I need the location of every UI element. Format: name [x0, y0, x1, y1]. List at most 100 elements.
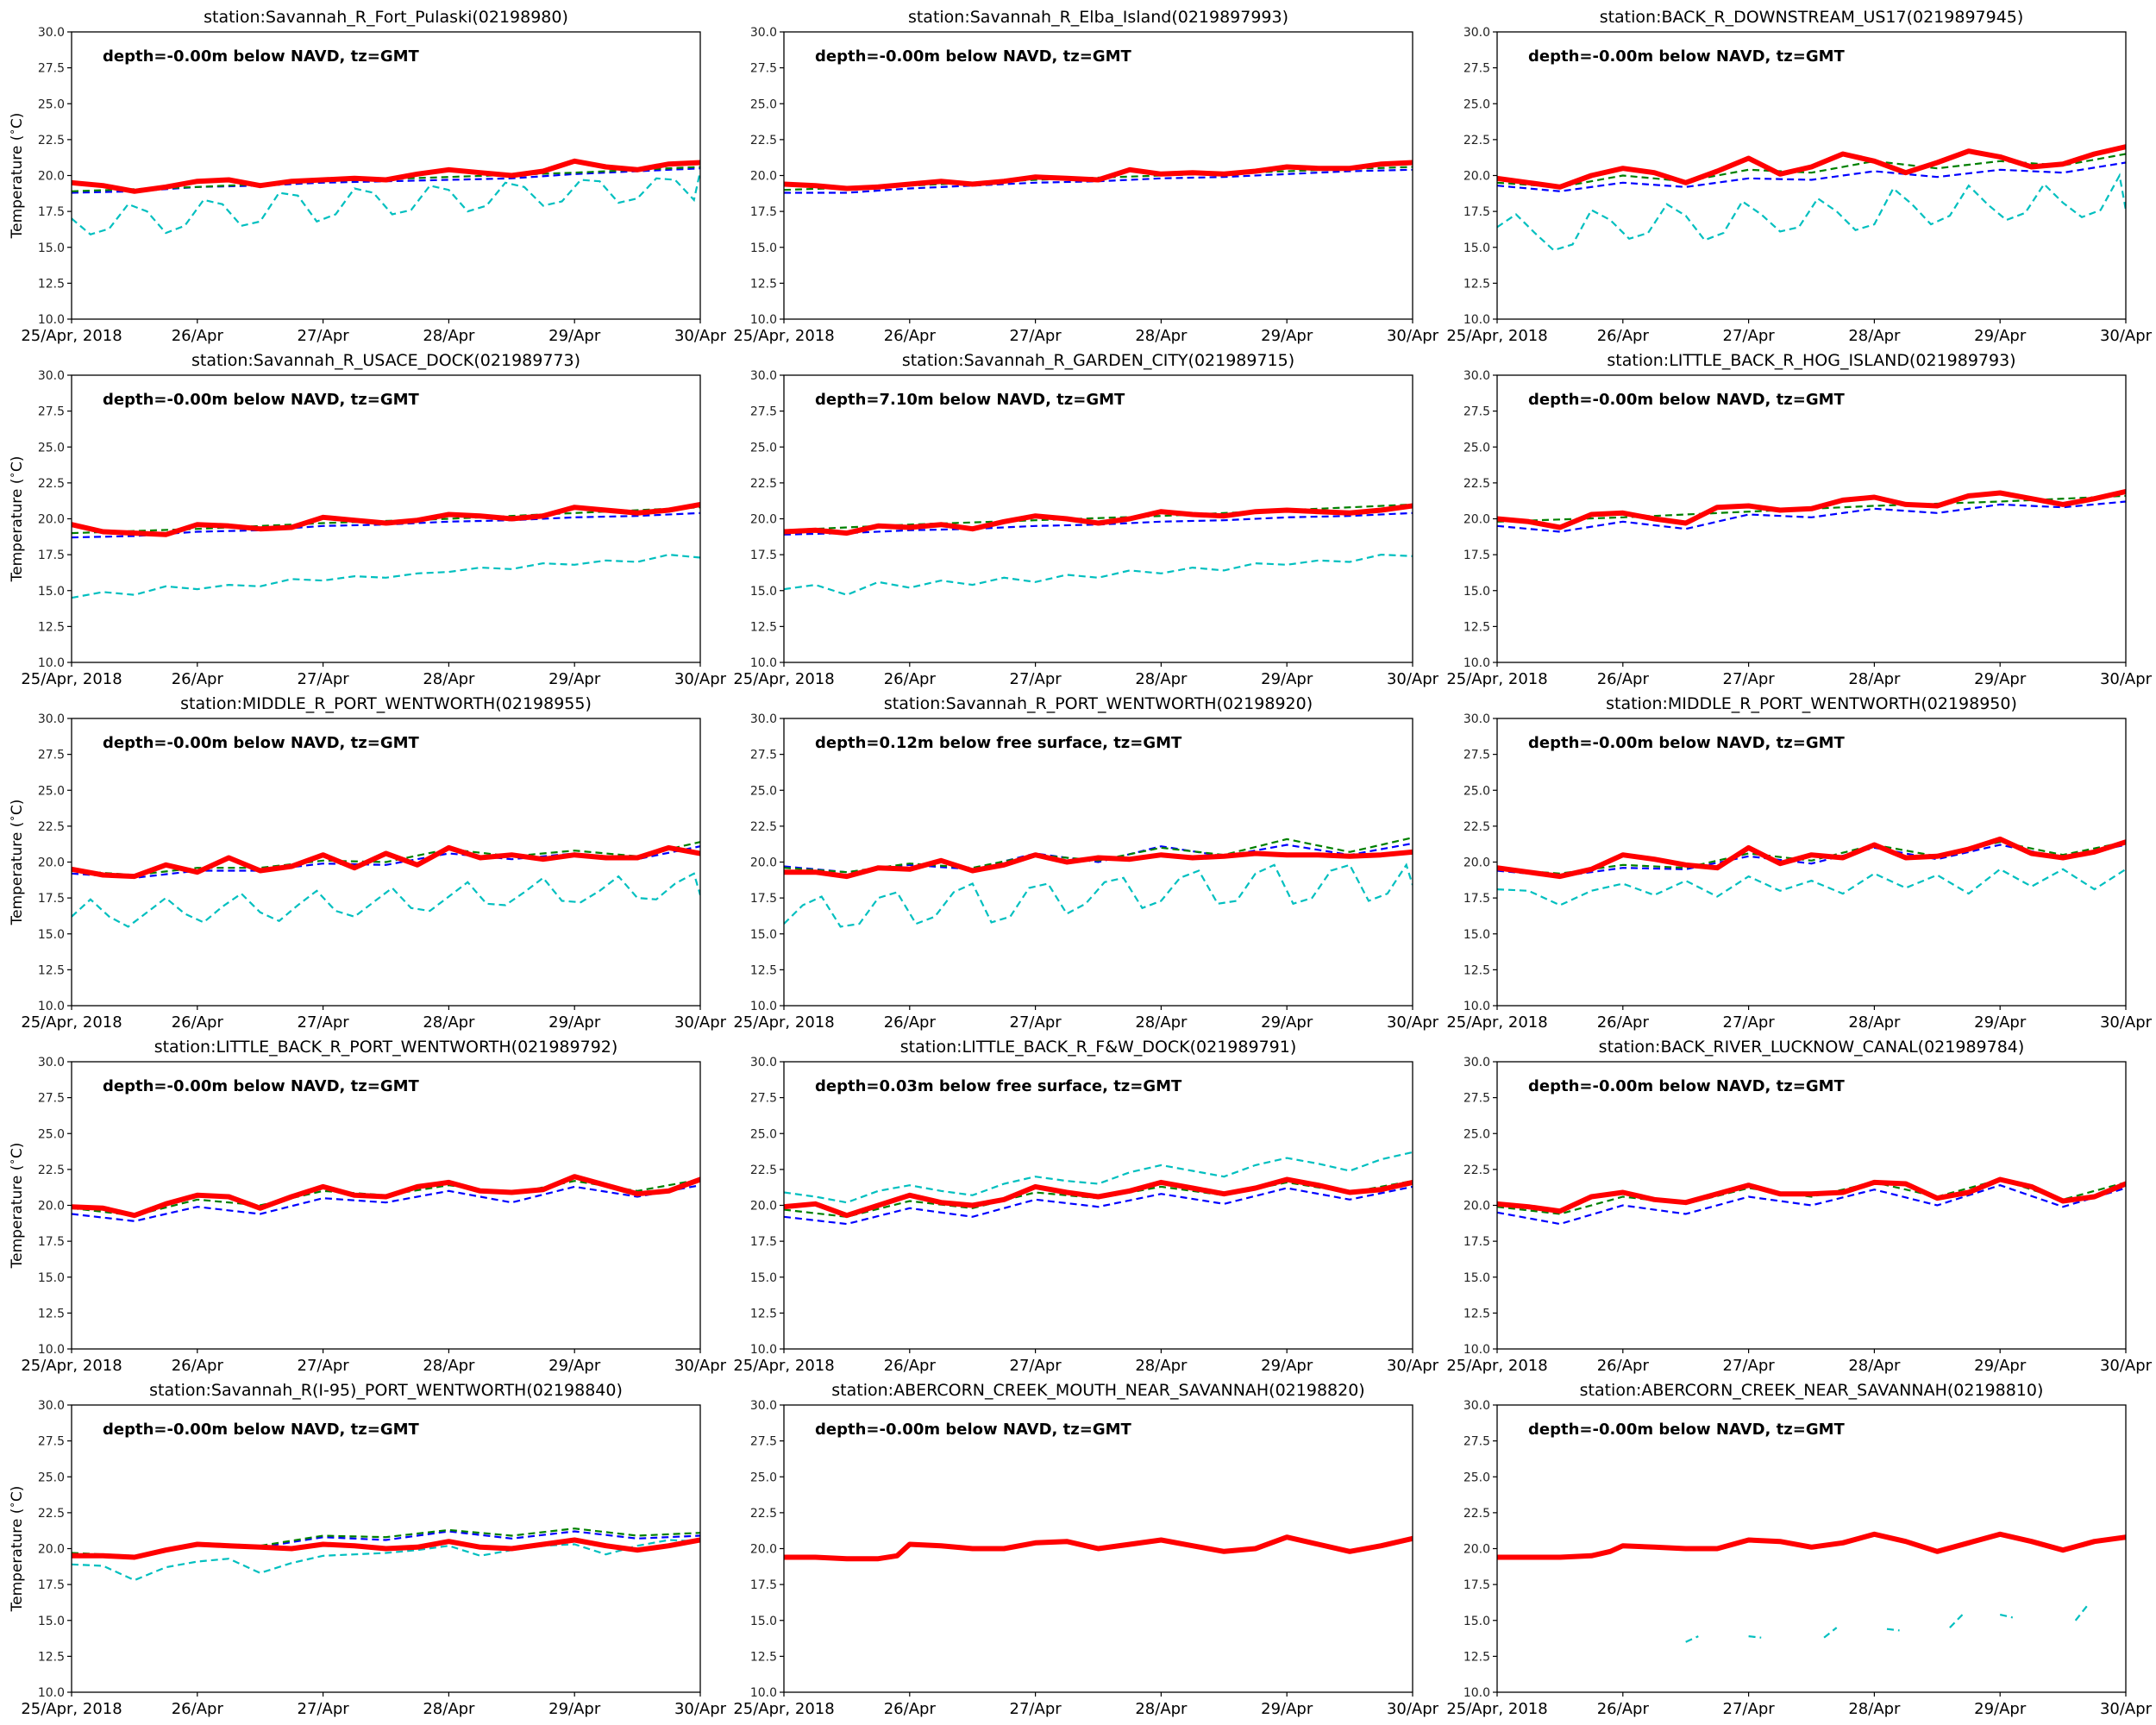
y-tick-label: 17.5 — [750, 892, 777, 906]
y-axis-label: Temperature (∘C) — [6, 800, 26, 926]
y-tick-label: 25.0 — [750, 784, 777, 798]
x-tick-label: 25/Apr, 2018 — [21, 1700, 122, 1718]
y-tick-label: 25.0 — [38, 97, 65, 111]
y-tick-label: 20.0 — [1463, 170, 1490, 184]
y-tick-label: 27.5 — [1463, 749, 1490, 762]
x-tick-label: 30/Apr — [2100, 1357, 2153, 1375]
depth-annotation: depth=-0.00m below NAVD, tz=GMT — [815, 1421, 1132, 1439]
depth-annotation: depth=0.03m below free surface, tz=GMT — [815, 1077, 1182, 1095]
x-tick-label: 29/Apr — [1974, 670, 2027, 688]
chart-panel-5: station:LITTLE_BACK_R_HOG_ISLAND(0219897… — [1446, 351, 2152, 688]
y-tick-label: 17.5 — [1463, 1578, 1490, 1592]
plot-area-frame — [783, 1404, 1413, 1693]
chart-panel-1: station:Savannah_R_Elba_Island(021989799… — [733, 8, 1438, 345]
y-tick-label: 15.0 — [1463, 1271, 1490, 1285]
x-tick-label: 25/Apr, 2018 — [733, 670, 834, 688]
y-tick-label: 27.5 — [38, 405, 65, 419]
x-tick-label: 30/Apr — [2100, 1700, 2153, 1718]
x-tick-label: 27/Apr — [298, 327, 350, 345]
y-axis-label: Temperature (∘C) — [6, 456, 26, 583]
y-tick-label: 20.0 — [750, 1200, 777, 1214]
y-tick-label: 25.0 — [750, 97, 777, 111]
y-tick-label: 15.0 — [750, 242, 777, 255]
series-line-model-blue — [72, 845, 700, 879]
chart-title: station:LITTLE_BACK_R_PORT_WENTWORTH(021… — [154, 1038, 618, 1057]
x-tick-label: 28/Apr — [1848, 327, 1901, 345]
x-tick-label: 27/Apr — [298, 1357, 350, 1375]
x-tick-label: 28/Apr — [1135, 1013, 1188, 1032]
y-tick-label: 15.0 — [750, 585, 777, 599]
y-tick-label: 17.5 — [38, 1235, 65, 1249]
x-tick-label: 26/Apr — [884, 670, 937, 688]
series-group — [72, 1527, 700, 1582]
x-tick-label: 28/Apr — [1135, 1700, 1188, 1718]
y-tick-label: 10.0 — [750, 1343, 777, 1357]
series-line-obs — [72, 158, 700, 194]
series-line-model-blue — [1497, 161, 2126, 192]
x-tick-label: 28/Apr — [423, 327, 475, 345]
y-tick-label: 22.5 — [1463, 134, 1490, 147]
chart-title: station:MIDDLE_R_PORT_WENTWORTH(02198955… — [180, 694, 592, 713]
x-tick-label: 29/Apr — [1261, 1013, 1313, 1032]
x-tick-label: 28/Apr — [1848, 1013, 1901, 1032]
depth-annotation: depth=-0.00m below NAVD, tz=GMT — [103, 47, 420, 66]
x-tick-label: 25/Apr, 2018 — [733, 327, 834, 345]
series-line-obs — [784, 503, 1413, 536]
y-tick-label: 12.5 — [38, 1650, 65, 1664]
chart-panel-13: station:ABERCORN_CREEK_MOUTH_NEAR_SAVANN… — [733, 1381, 1438, 1718]
y-tick-label: 15.0 — [38, 585, 65, 599]
y-tick-label: 27.5 — [38, 1092, 65, 1106]
series-group — [784, 160, 1413, 194]
series-line-model-cyan — [1999, 1614, 2014, 1619]
x-tick-label: 30/Apr — [674, 327, 727, 345]
series-line-obs — [784, 1176, 1413, 1219]
y-tick-label: 10.0 — [1463, 313, 1490, 327]
x-tick-label: 28/Apr — [423, 1013, 475, 1032]
x-tick-label: 28/Apr — [423, 1357, 475, 1375]
series-line-model-green — [72, 841, 700, 876]
chart-title: station:BACK_RIVER_LUCKNOW_CANAL(0219897… — [1599, 1038, 2025, 1057]
series-line-model-cyan — [1497, 172, 2126, 252]
series-line-model-cyan — [784, 553, 1413, 596]
plot-area-frame — [783, 718, 1413, 1007]
series-line-model-cyan — [72, 872, 700, 928]
series-group — [1497, 1531, 2126, 1643]
chart-panel-0: station:Savannah_R_Fort_Pulaski(02198980… — [6, 8, 727, 345]
depth-annotation: depth=-0.00m below NAVD, tz=GMT — [103, 1077, 420, 1095]
y-tick-label: 25.0 — [750, 1127, 777, 1141]
chart-panel-9: station:LITTLE_BACK_R_PORT_WENTWORTH(021… — [6, 1038, 727, 1375]
x-tick-label: 27/Apr — [298, 1700, 350, 1718]
y-tick-label: 22.5 — [38, 1507, 65, 1521]
y-tick-label: 22.5 — [1463, 1507, 1490, 1521]
plot-area-frame — [1496, 1061, 2127, 1350]
series-line-model-cyan — [1685, 1635, 1699, 1643]
y-tick-label: 10.0 — [38, 1000, 65, 1013]
y-tick-label: 17.5 — [38, 549, 65, 562]
series-group — [1497, 144, 2126, 252]
x-tick-label: 28/Apr — [423, 1700, 475, 1718]
y-tick-label: 20.0 — [1463, 1200, 1490, 1214]
y-tick-label: 12.5 — [750, 1307, 777, 1320]
y-tick-label: 15.0 — [1463, 242, 1490, 255]
series-group — [72, 158, 700, 236]
y-tick-label: 15.0 — [750, 1271, 777, 1285]
depth-annotation: depth=-0.00m below NAVD, tz=GMT — [1528, 734, 1846, 752]
y-tick-label: 17.5 — [750, 549, 777, 562]
series-line-obs — [72, 844, 700, 880]
x-tick-label: 30/Apr — [2100, 327, 2153, 345]
depth-annotation: depth=-0.00m below NAVD, tz=GMT — [103, 391, 420, 409]
y-tick-label: 27.5 — [750, 405, 777, 419]
y-tick-label: 30.0 — [750, 712, 777, 726]
x-tick-label: 28/Apr — [1135, 1357, 1188, 1375]
y-tick-label: 27.5 — [1463, 405, 1490, 419]
y-tick-label: 10.0 — [38, 1343, 65, 1357]
y-tick-label: 25.0 — [38, 784, 65, 798]
y-tick-label: 15.0 — [38, 1615, 65, 1628]
series-group — [784, 837, 1413, 928]
x-tick-label: 30/Apr — [1387, 1700, 1439, 1718]
y-tick-label: 12.5 — [38, 620, 65, 634]
y-tick-label: 20.0 — [1463, 513, 1490, 527]
x-tick-label: 30/Apr — [674, 1013, 727, 1032]
x-tick-label: 27/Apr — [1010, 327, 1062, 345]
x-tick-label: 27/Apr — [298, 1013, 350, 1032]
